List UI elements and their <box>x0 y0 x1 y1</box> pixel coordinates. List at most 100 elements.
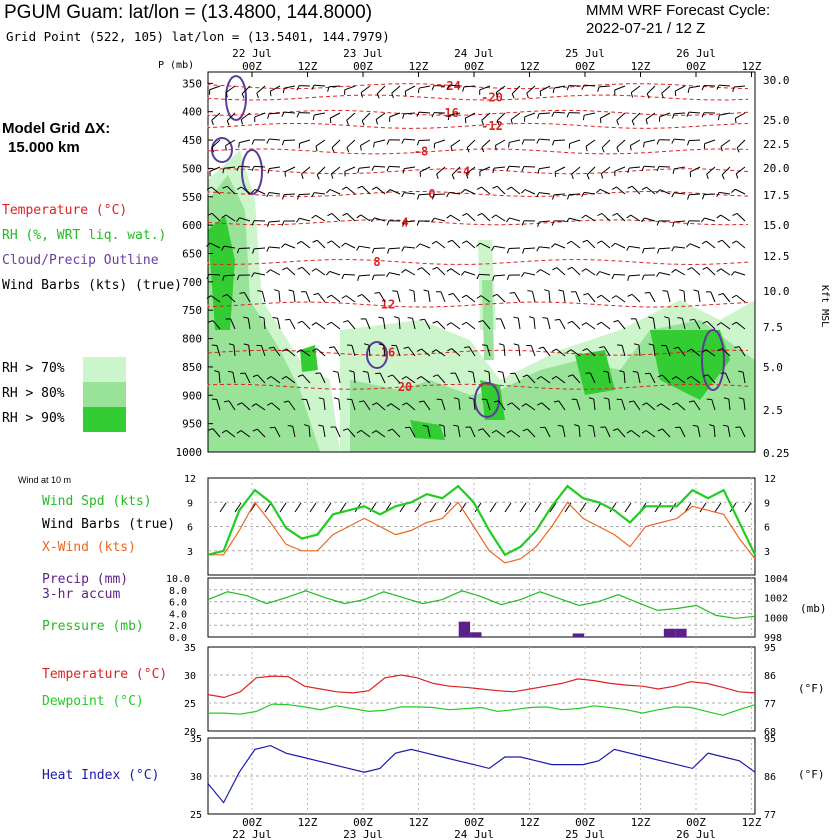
wind-barb-shaft <box>556 267 566 276</box>
wind-barb-flag <box>325 271 330 276</box>
wind-barb-shaft <box>644 139 656 143</box>
wind-barb-flag <box>735 173 739 179</box>
surface-wind-barb <box>264 502 272 513</box>
wind-barb-shaft <box>427 426 431 438</box>
wind-barb-flag <box>312 348 318 352</box>
wind-barb-flag <box>641 274 645 280</box>
wind-barb-shaft <box>374 217 386 222</box>
wind-barb-shaft <box>527 374 536 384</box>
wind-barb-shaft <box>255 403 266 411</box>
wind-barb-flag <box>416 375 422 380</box>
wind-barb-shaft <box>392 428 401 438</box>
wind-barb-flag <box>272 317 278 319</box>
wind-barb-flag <box>539 91 542 97</box>
wind-barb-flag <box>506 248 510 254</box>
wind-barb-flag <box>702 320 708 324</box>
wind-barb-flag <box>599 118 602 124</box>
wind-barb-shaft <box>404 192 416 195</box>
top-date-0: 22 Jul <box>232 47 272 60</box>
pressure-tick-9: 800 <box>182 333 202 346</box>
wind-barb-flag <box>686 140 690 146</box>
wind-barb-shaft <box>617 320 626 330</box>
wind-barb-flag <box>645 119 648 125</box>
wind-barb-flag <box>738 397 744 400</box>
wind-barb-shaft <box>434 139 446 144</box>
bottom-time-tick-1: 12Z <box>298 816 318 829</box>
wind-barb-shaft <box>389 112 401 118</box>
wind-barb-flag <box>484 370 490 373</box>
wind-barb-shaft <box>408 346 416 357</box>
wind-barb-shaft <box>494 166 506 169</box>
wind-barb-shaft <box>576 399 581 411</box>
wind-barb-shaft <box>604 426 611 438</box>
wind-barb-flag <box>692 424 698 427</box>
wind-barb-shaft <box>331 294 341 303</box>
wind-barb-flag <box>266 138 270 144</box>
wind-barb-shaft <box>418 111 431 114</box>
wind-barb-flag <box>496 120 500 126</box>
wind-barb-flag <box>566 349 572 353</box>
wind-barb-shaft <box>361 112 371 122</box>
wind-barb-shaft <box>330 112 341 119</box>
wind-barb-flag <box>387 248 390 254</box>
wind-barb-flag <box>723 424 729 427</box>
wind-barb-flag <box>206 242 211 247</box>
wind-barb-shaft <box>359 166 371 169</box>
wind-barb-flag <box>341 242 346 247</box>
wind-barb-flag <box>581 214 586 219</box>
temp-panel-frame <box>207 646 756 732</box>
wind-barb-flag <box>267 168 270 174</box>
wind-barb-flag <box>287 424 293 427</box>
wind-barb-flag <box>717 239 723 243</box>
temp-ytick-3: 35 <box>184 643 196 654</box>
wind-barb-flag <box>492 168 495 174</box>
wind-barb-flag <box>611 242 616 247</box>
wind-barb-flag <box>581 322 587 326</box>
wind-barb-flag <box>596 188 601 194</box>
pressure-tick-0: 350 <box>182 77 202 90</box>
wind-barb-shaft <box>614 166 626 172</box>
wind-barb-flag <box>346 147 350 153</box>
wind-barb-flag <box>206 186 212 191</box>
wind-barb-flag <box>416 243 421 248</box>
surface-wind-barb <box>324 502 332 513</box>
wind-barb-shaft <box>436 266 446 276</box>
wind-barb-shaft <box>211 213 221 222</box>
wind-barb-shaft <box>652 318 656 330</box>
wind-10m-label: Wind at 10 m <box>18 475 72 485</box>
wind-barb-shaft <box>583 84 596 87</box>
wind-barb-shaft <box>735 166 746 175</box>
wind-barb-shaft <box>319 372 326 384</box>
wind-barb-flag <box>656 220 660 226</box>
wind-barb-shaft <box>668 318 671 330</box>
temp-contour-label-2: -16 <box>437 106 459 120</box>
wind-barb-shaft <box>587 293 596 303</box>
wind-barb-shaft <box>511 85 521 95</box>
wind-barb-shaft <box>209 242 221 249</box>
wind-barb-shaft <box>338 399 341 411</box>
wind-barb-flag <box>450 146 453 152</box>
surface-wind-barb <box>519 502 527 513</box>
wind-barb-flag <box>431 217 435 223</box>
wind-barb-shaft <box>539 166 551 170</box>
wind-barb-shaft <box>721 348 731 357</box>
wind-barb-flag <box>228 343 234 346</box>
rh-legend-box-0 <box>83 357 126 382</box>
wind-barb-flag <box>476 274 480 280</box>
precip-ytick-4: 8.0 <box>169 586 187 597</box>
wind-barb-flag <box>416 348 422 352</box>
wind-barb-shaft <box>659 271 671 276</box>
wind-barb-flag <box>269 91 272 97</box>
wind-barb-flag <box>552 87 555 93</box>
wind-barb-shaft <box>421 348 431 357</box>
wind-barb-shaft <box>405 269 416 276</box>
wind-barb-flag <box>447 239 453 243</box>
wind-barb-flag <box>281 243 286 248</box>
wind-barb-flag <box>494 145 497 151</box>
wind-barb-flag <box>717 115 720 121</box>
wind-barb-flag <box>341 186 347 190</box>
wind-barb-shaft <box>451 166 461 176</box>
wind-barb-shaft <box>571 320 581 330</box>
wind-barb-shaft <box>443 425 446 438</box>
wind-barb-shaft <box>742 372 746 384</box>
